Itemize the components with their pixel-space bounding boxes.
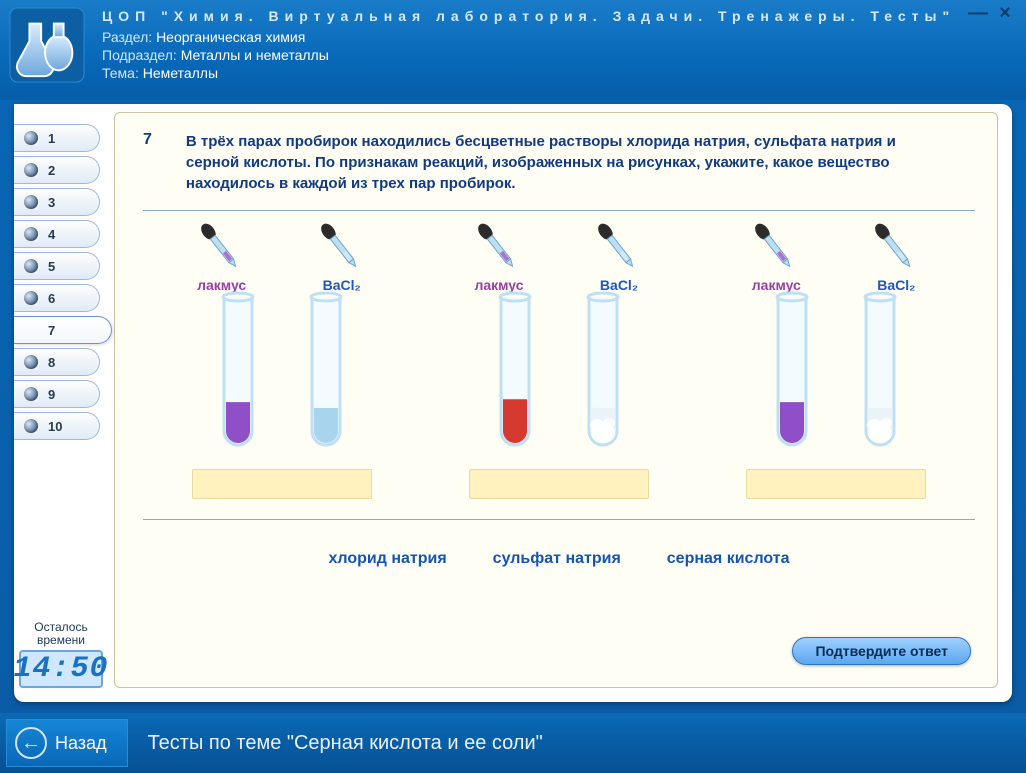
tube-pair-2: лакмус BaCl₂ <box>429 219 689 499</box>
main-panel: 1 2 3 4 5 6 7 8 9 10 Осталось времени 14:50 7 В т… <box>14 104 1012 702</box>
question-tab-label: 10 <box>48 419 62 434</box>
answer-dropzone[interactable] <box>746 469 926 499</box>
subsection-value: Металлы и неметаллы <box>181 47 329 63</box>
subsection-label: Подраздел: <box>102 47 177 63</box>
draggable-option-1[interactable]: хлорид натрия <box>328 550 446 568</box>
status-dot-icon <box>24 163 38 177</box>
timer: Осталось времени 14:50 <box>16 621 106 688</box>
test-tube-icon <box>214 291 262 451</box>
question-tab-label: 7 <box>48 323 55 338</box>
dropper-reagent1-icon: лакмус <box>182 219 262 291</box>
answer-options: хлорид натрия сульфат натрия серная кислот… <box>143 550 975 568</box>
test-tube-icon <box>579 291 627 451</box>
close-button[interactable]: × <box>996 6 1014 24</box>
status-dot-icon <box>24 291 38 305</box>
divider <box>143 210 975 211</box>
divider <box>143 519 975 520</box>
status-dot-icon <box>24 227 38 241</box>
footer-bar: ← Назад Тесты по теме "Серная кислота и … <box>0 713 1026 773</box>
test-tube-icon <box>302 291 350 451</box>
test-tube-icon <box>856 291 904 451</box>
question-tab-label: 3 <box>48 195 55 210</box>
question-tab-3[interactable]: 3 <box>14 188 100 216</box>
back-label: Назад <box>55 733 107 754</box>
question-tab-5[interactable]: 5 <box>14 252 100 280</box>
question-tab-10[interactable]: 10 <box>14 412 100 440</box>
breadcrumb: Раздел: Неорганическая химия Подраздел: … <box>102 28 1016 82</box>
question-tab-label: 9 <box>48 387 55 402</box>
timer-value: 14:50 <box>19 650 103 688</box>
status-dot-icon <box>24 355 38 369</box>
dropper-reagent2-icon: BaCl₂ <box>302 219 382 291</box>
answer-dropzone[interactable] <box>192 469 372 499</box>
back-button[interactable]: ← Назад <box>6 719 128 767</box>
app-logo-icon <box>8 6 86 84</box>
section-label: Раздел: <box>102 29 152 45</box>
status-dot-icon <box>24 131 38 145</box>
question-number: 7 <box>143 131 152 194</box>
tube-pair-3: лакмус BaCl₂ <box>706 219 966 499</box>
question-tab-label: 6 <box>48 291 55 306</box>
question-tab-1[interactable]: 1 <box>14 124 100 152</box>
draggable-option-2[interactable]: сульфат натрия <box>493 550 621 568</box>
tube-pair-1: лакмус BaCl₂ <box>152 219 412 499</box>
question-tab-9[interactable]: 9 <box>14 380 100 408</box>
question-text: В трёх парах пробирок находились бесцвет… <box>186 131 926 194</box>
dropper-reagent2-icon: BaCl₂ <box>579 219 659 291</box>
question-tab-6[interactable]: 6 <box>14 284 100 312</box>
test-tube-icon <box>768 291 816 451</box>
status-dot-icon <box>24 259 38 273</box>
question-tab-7[interactable]: 7 <box>14 316 112 344</box>
question-tab-2[interactable]: 2 <box>14 156 100 184</box>
question-tab-label: 2 <box>48 163 55 178</box>
question-tab-4[interactable]: 4 <box>14 220 100 248</box>
app-title: ЦОП "Химия. Виртуальная лаборатория. Зад… <box>102 8 1016 24</box>
draggable-option-3[interactable]: серная кислота <box>667 550 790 568</box>
status-dot-icon <box>24 419 38 433</box>
tube-row: лакмус BaCl₂ <box>143 219 975 499</box>
question-tab-label: 1 <box>48 131 55 146</box>
question-tab-label: 4 <box>48 227 55 242</box>
topic-value: Неметаллы <box>143 65 218 81</box>
timer-label-1: Осталось <box>34 620 87 634</box>
topic-label: Тема: <box>102 65 139 81</box>
dropper-reagent1-icon: лакмус <box>459 219 539 291</box>
answer-dropzone[interactable] <box>469 469 649 499</box>
timer-label-2: времени <box>37 633 85 647</box>
question-nav: 1 2 3 4 5 6 7 8 9 10 <box>14 124 100 444</box>
dropper-reagent1-icon: лакмус <box>736 219 816 291</box>
footer-title: Тесты по теме "Серная кислота и ее соли" <box>148 732 543 755</box>
header-bar: ЦОП "Химия. Виртуальная лаборатория. Зад… <box>0 0 1026 100</box>
question-area: 7 В трёх парах пробирок находились бесцв… <box>114 112 998 688</box>
question-tab-8[interactable]: 8 <box>14 348 100 376</box>
status-dot-icon <box>24 387 38 401</box>
test-tube-icon <box>491 291 539 451</box>
status-dot-icon <box>24 195 38 209</box>
arrow-left-icon: ← <box>15 727 47 759</box>
confirm-button[interactable]: Подтвердите ответ <box>792 637 971 665</box>
minimize-button[interactable]: — <box>968 6 986 24</box>
dropper-reagent2-icon: BaCl₂ <box>856 219 936 291</box>
question-tab-label: 8 <box>48 355 55 370</box>
question-tab-label: 5 <box>48 259 55 274</box>
section-value: Неорганическая химия <box>156 29 305 45</box>
